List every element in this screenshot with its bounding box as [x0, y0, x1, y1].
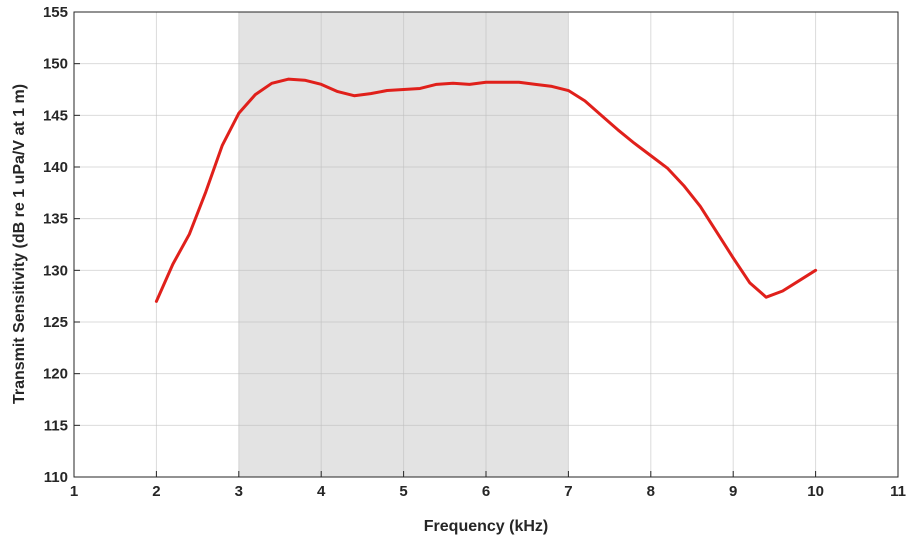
y-tick-label: 110 — [44, 469, 68, 486]
x-tick-label: 11 — [890, 483, 906, 500]
x-tick-label: 8 — [647, 483, 655, 500]
y-tick-label: 150 — [43, 56, 68, 73]
y-tick-label: 115 — [44, 417, 68, 434]
y-tick-label: 130 — [43, 262, 68, 279]
y-tick-label: 120 — [43, 366, 68, 383]
y-axis-label: Transmit Sensitivity (dB re 1 uPa/V at 1… — [11, 84, 28, 404]
y-tick-label: 145 — [43, 107, 68, 124]
x-tick-label: 9 — [729, 483, 737, 500]
tick-layer: 1 2 3 4 5 6 7 8 9 10 11 110 115 120 125 130 135 140 145 150… — [43, 4, 906, 500]
y-tick-label: 135 — [43, 211, 68, 228]
y-tick-label: 125 — [43, 314, 68, 331]
x-tick-label: 4 — [317, 483, 326, 500]
x-tick-label: 1 — [70, 483, 78, 500]
x-tick-label: 10 — [807, 483, 824, 500]
x-tick-label: 5 — [399, 483, 407, 500]
x-tick-label: 3 — [235, 483, 243, 500]
x-tick-label: 7 — [564, 483, 572, 500]
y-tick-label: 155 — [43, 4, 68, 21]
y-tick-label: 140 — [43, 159, 68, 176]
series-line — [154, 77, 818, 303]
x-axis-label: Frequency (kHz) — [424, 518, 548, 535]
x-tick-label: 2 — [152, 483, 160, 500]
x-tick-label: 6 — [482, 483, 490, 500]
series-layer — [154, 77, 818, 303]
